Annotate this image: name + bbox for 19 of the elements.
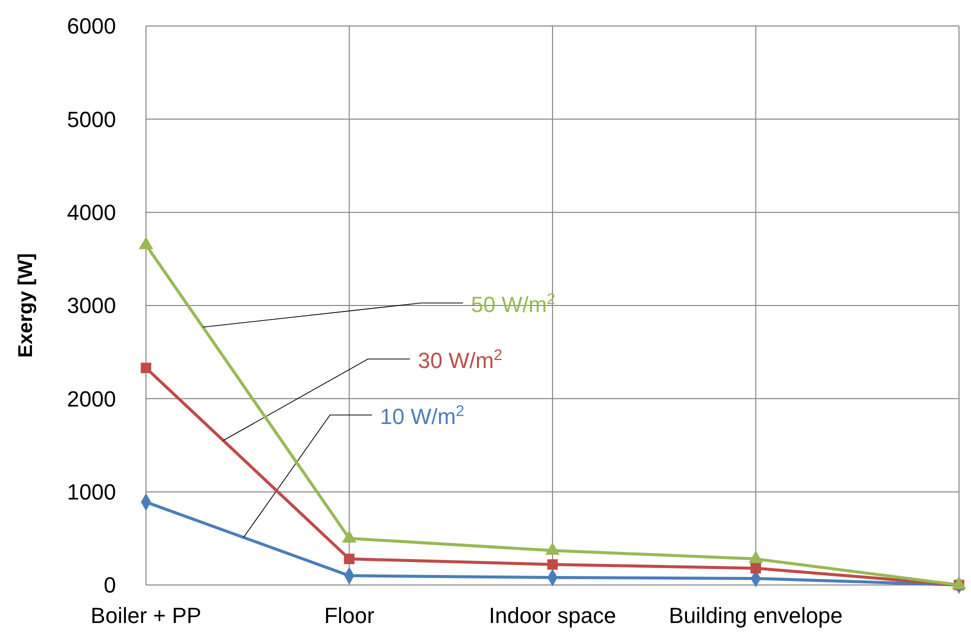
y-tick-label: 4000 xyxy=(67,200,116,226)
y-tick-label: 2000 xyxy=(67,386,116,412)
point xyxy=(140,362,152,374)
text: 10 W/m$^{2}$ xyxy=(380,402,464,429)
x-tick-label: Indoor space xyxy=(488,603,616,628)
y-tick-label: 5000 xyxy=(67,106,116,132)
point xyxy=(547,559,558,570)
y-tick-label: 1000 xyxy=(67,480,116,505)
text: 30 W/m$^{2}$ xyxy=(418,346,502,373)
y-tick-label: 6000 xyxy=(67,14,116,39)
point xyxy=(750,562,761,574)
x-tick-label: Floor xyxy=(324,603,374,628)
y-axis-title: Exergy [W] xyxy=(15,253,37,358)
x-tick-label: Building envelope xyxy=(668,603,843,628)
y-tick-label: 0 xyxy=(104,572,116,598)
point xyxy=(138,236,154,250)
y-tick-label: 3000 xyxy=(67,293,116,318)
x-tick-label: Boiler + PP xyxy=(90,603,202,628)
point xyxy=(344,554,354,564)
